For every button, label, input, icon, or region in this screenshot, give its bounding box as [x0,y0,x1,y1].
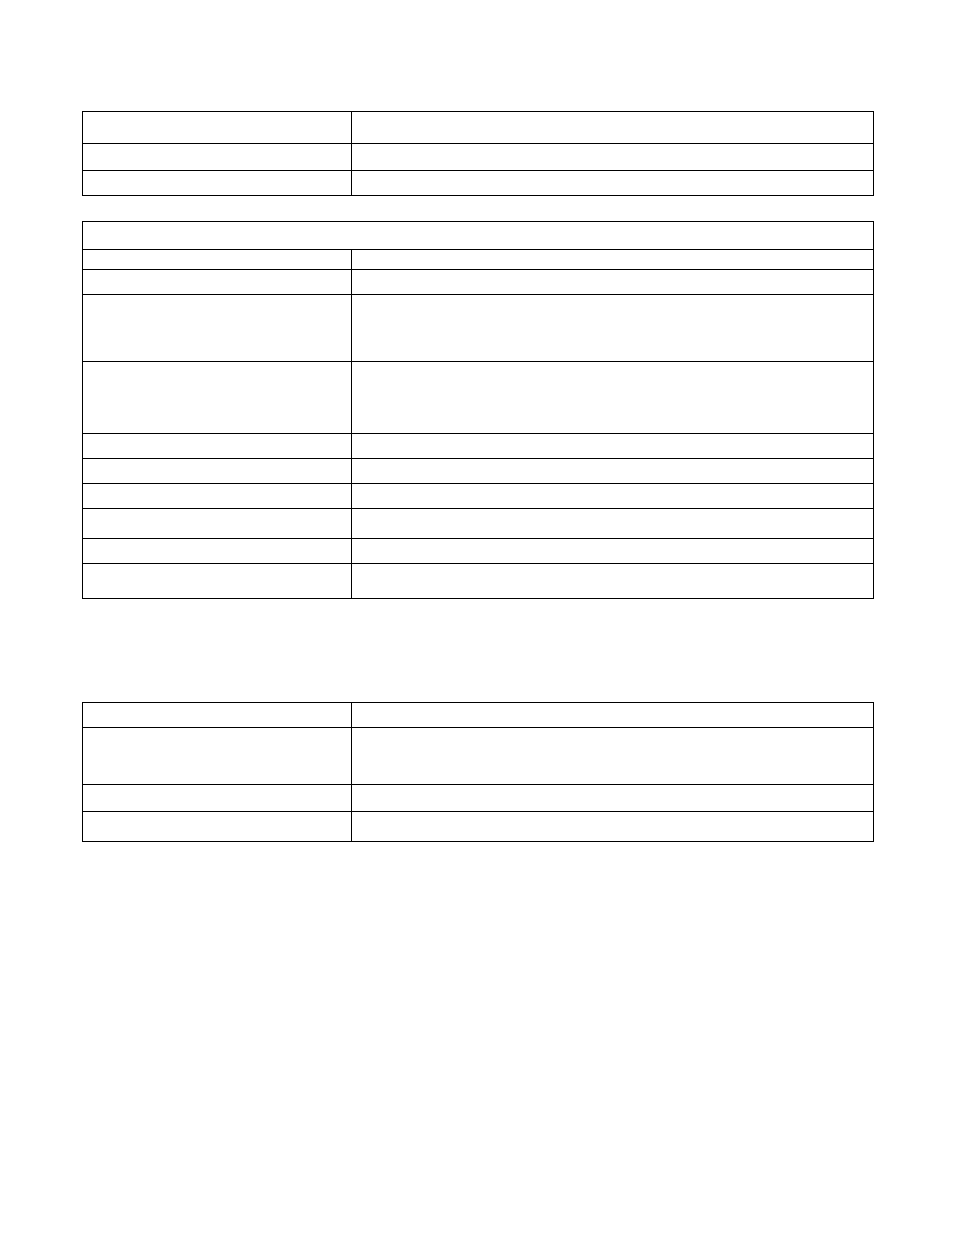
table-cell [83,728,352,785]
table-cell [352,171,874,196]
table-row [83,484,874,509]
table-cell [83,362,352,434]
table-row [83,270,874,295]
table-cell [83,222,874,250]
table-cell [352,459,874,484]
table-cell [352,250,874,270]
table-row [83,459,874,484]
table-row [83,144,874,171]
table-row [83,222,874,250]
table-row [83,434,874,459]
table-cell [352,112,874,144]
table-cell [352,270,874,295]
table-row [83,812,874,842]
page-container [82,111,872,842]
table-cell [352,144,874,171]
table-cell [83,785,352,812]
table-cell [352,539,874,564]
table-cell [83,539,352,564]
table-cell [83,250,352,270]
table-cell [83,484,352,509]
table-cell [352,703,874,728]
table-cell [83,564,352,599]
table-2 [82,221,874,599]
table-row [83,564,874,599]
table-cell [352,728,874,785]
table-row [83,171,874,196]
table-cell [83,295,352,362]
table-row [83,250,874,270]
table-cell [352,509,874,539]
table-1 [82,111,874,196]
table-row [83,728,874,785]
table-cell [83,171,352,196]
table-cell [83,144,352,171]
table-row [83,703,874,728]
table-row [83,112,874,144]
table-row [83,509,874,539]
table-3 [82,702,874,842]
table-cell [83,270,352,295]
table-cell [352,295,874,362]
table-cell [83,812,352,842]
table-cell [83,703,352,728]
table-cell [352,812,874,842]
table-cell [83,459,352,484]
table-cell [352,434,874,459]
table-row [83,362,874,434]
table-row [83,539,874,564]
table-row [83,295,874,362]
table-cell [83,112,352,144]
table-cell [352,785,874,812]
table-cell [83,434,352,459]
table-cell [352,484,874,509]
table-cell [83,509,352,539]
table-cell [352,362,874,434]
table-cell [352,564,874,599]
table-row [83,785,874,812]
